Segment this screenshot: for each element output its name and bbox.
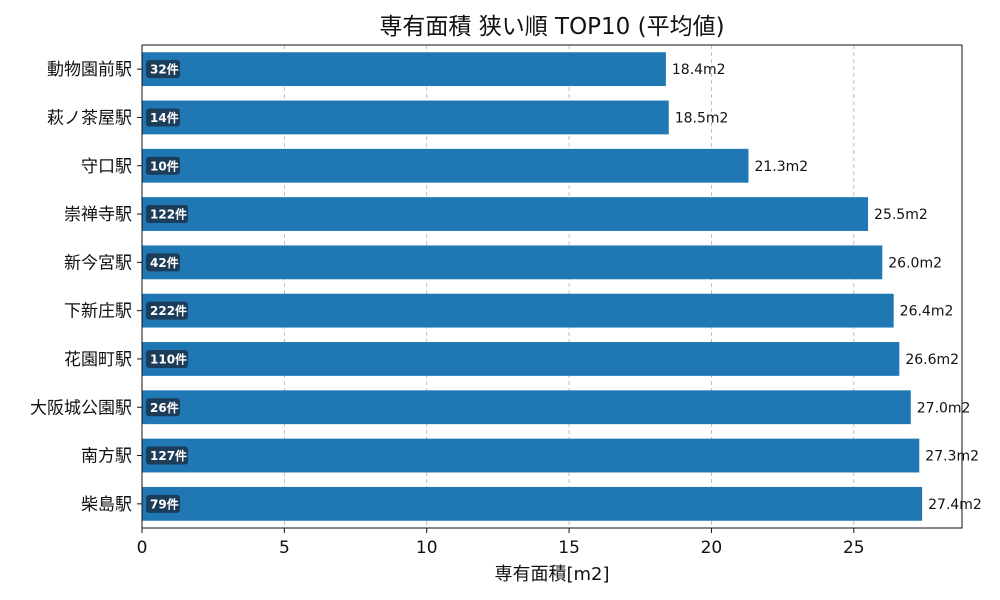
count-label: 122件 bbox=[150, 207, 187, 222]
count-badge bbox=[146, 398, 180, 417]
y-tick-label: 萩ノ茶屋駅 bbox=[47, 108, 132, 128]
y-tick-label: 崇禅寺駅 bbox=[64, 205, 132, 225]
value-label: 27.0m2 bbox=[917, 400, 971, 416]
bar bbox=[142, 438, 920, 473]
axes: 0 5 10 15 20 25 動物園前駅萩ノ茶屋駅守口駅崇禅寺駅新今宮駅下新庄駅花園町駅大… bbox=[30, 60, 865, 558]
bar bbox=[142, 100, 669, 135]
bar bbox=[142, 197, 869, 231]
value-label: 25.5m2 bbox=[874, 207, 928, 223]
bar bbox=[142, 293, 894, 328]
y-tick-label: 動物園前駅 bbox=[47, 60, 132, 80]
plot-area-frame bbox=[141, 44, 963, 529]
value-label: 21.3m2 bbox=[754, 159, 808, 175]
count-badge bbox=[146, 60, 180, 79]
count-badge bbox=[146, 108, 180, 127]
count-badge bbox=[146, 301, 188, 320]
x-tick-label: 5 bbox=[279, 538, 290, 558]
bar bbox=[142, 245, 883, 280]
count-label: 127件 bbox=[150, 448, 187, 463]
x-tick-label: 20 bbox=[701, 538, 723, 558]
count-badge bbox=[146, 446, 188, 465]
y-tick-label: 新今宮駅 bbox=[64, 253, 132, 273]
x-tick-label: 10 bbox=[416, 538, 438, 558]
count-label: 14件 bbox=[150, 110, 179, 125]
y-tick-label: 柴島駅 bbox=[81, 495, 132, 515]
value-label: 26.6m2 bbox=[905, 352, 959, 368]
chart-title: 専有面積 狭い順 TOP10 (平均値) bbox=[379, 14, 724, 40]
count-label: 110件 bbox=[150, 351, 187, 366]
x-tick-label: 25 bbox=[843, 538, 865, 558]
count-badge bbox=[146, 349, 188, 368]
x-tick-label: 0 bbox=[137, 538, 148, 558]
value-label: 18.4m2 bbox=[672, 62, 726, 78]
x-tick-label: 15 bbox=[558, 538, 580, 558]
bars bbox=[142, 52, 923, 521]
count-label: 26件 bbox=[150, 400, 179, 415]
count-label: 10件 bbox=[150, 158, 179, 173]
value-label: 27.3m2 bbox=[925, 449, 979, 465]
value-label: 27.4m2 bbox=[928, 497, 982, 513]
count-label: 222件 bbox=[150, 303, 187, 318]
count-badge bbox=[146, 156, 180, 175]
bar bbox=[142, 148, 749, 183]
value-label: 18.5m2 bbox=[675, 110, 729, 126]
count-label: 32件 bbox=[150, 62, 179, 77]
labels: 18.4m2 32件 18.5m2 14件 21.3m2 10件 25.5m2 122件 26.… bbox=[146, 60, 982, 513]
y-tick-label: 下新庄駅 bbox=[64, 302, 132, 322]
bar bbox=[142, 342, 900, 376]
x-axis-label: 専有面積[m2] bbox=[494, 564, 609, 585]
bar bbox=[142, 390, 911, 425]
count-badge bbox=[146, 253, 180, 272]
y-tick-label: 花園町駅 bbox=[64, 350, 132, 370]
count-label: 42件 bbox=[150, 255, 179, 270]
y-tick-label: 大阪城公園駅 bbox=[30, 398, 132, 418]
bar bbox=[142, 52, 666, 87]
count-badge bbox=[146, 494, 180, 513]
y-tick-label: 守口駅 bbox=[81, 157, 132, 177]
count-label: 79件 bbox=[150, 496, 179, 511]
count-badge bbox=[146, 205, 188, 224]
value-label: 26.4m2 bbox=[900, 304, 954, 320]
y-tick-label: 南方駅 bbox=[81, 447, 132, 467]
bar bbox=[142, 486, 923, 521]
value-label: 26.0m2 bbox=[888, 255, 942, 271]
